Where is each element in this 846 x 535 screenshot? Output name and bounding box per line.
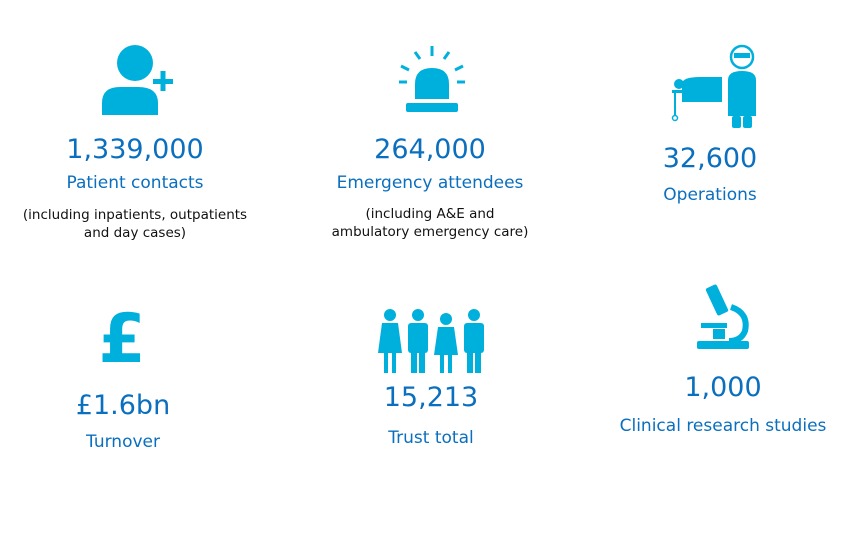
stat-label: Turnover [86, 432, 160, 452]
stat-value: 15,213 [383, 382, 479, 413]
stat-label: Operations [663, 185, 757, 205]
stat-label: Emergency attendees [336, 173, 524, 193]
person-add-icon [102, 45, 173, 115]
pound-icon: £ [100, 302, 145, 367]
stat-value: 1,339,000 [66, 134, 204, 165]
stat-value: 264,000 [374, 134, 486, 165]
staff-people-icon [378, 309, 484, 373]
stat-note: (including inpatients, outpatients and da… [22, 207, 248, 241]
microscope-icon [697, 284, 749, 349]
stat-label: Patient contacts [66, 173, 204, 193]
stat-value: £1.6bn [75, 390, 171, 421]
surgeon-bed-icon [671, 44, 756, 128]
stat-label: Clinical research studies [619, 416, 827, 436]
svg-text:£: £ [100, 302, 145, 367]
stat-label: Trust total [388, 428, 474, 448]
stat-value: 1,000 [684, 372, 762, 403]
siren-icon [399, 46, 465, 112]
stat-value: 32,600 [662, 143, 758, 174]
stat-note: (including A&E and ambulatory emergency c… [331, 206, 529, 240]
